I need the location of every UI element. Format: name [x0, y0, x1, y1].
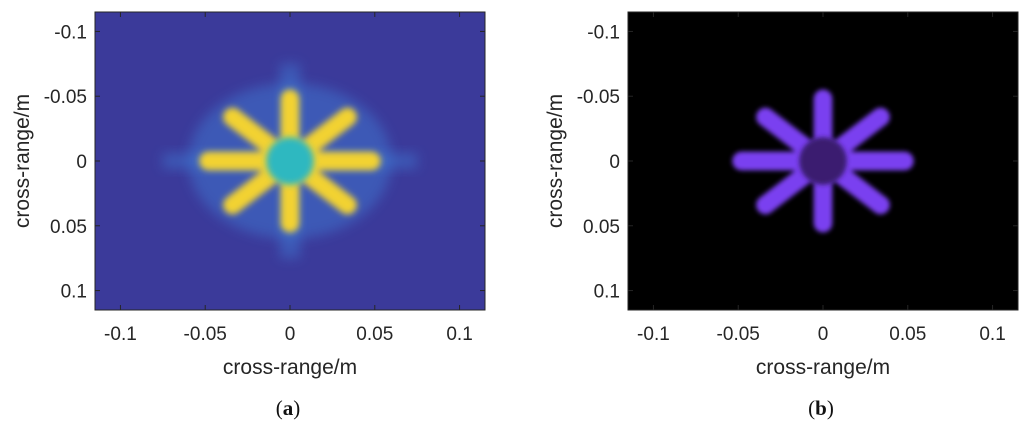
spoke-315	[295, 162, 357, 215]
y-tick-label: -0.1	[54, 22, 87, 43]
x-axis-label: cross-range/m	[223, 356, 357, 379]
spoke-45	[828, 107, 890, 160]
panel-b: -0.1 -0.05 0 0.05 0.1 -0.1 -0.05 0 0.05 0.1 cross-…	[544, 11, 1019, 420]
heatmap-image	[732, 89, 914, 233]
x-tick-label: 0	[818, 324, 829, 345]
y-tick-label: 0.1	[594, 282, 620, 303]
y-tick-label: -0.05	[44, 87, 87, 108]
spoke-135	[756, 107, 818, 160]
spoke-135	[223, 107, 285, 160]
x-tick-label: -0.05	[184, 324, 227, 345]
x-tick-label: -0.05	[717, 324, 760, 345]
y-axis-label: cross-range/m	[11, 94, 34, 228]
y-tick-label: 0	[609, 152, 620, 173]
y-tick-label: 0.05	[583, 217, 620, 238]
y-tick-label: 0.05	[50, 217, 87, 238]
spoke-315	[828, 162, 890, 215]
panel-caption: (b)	[808, 396, 834, 420]
spoke-225	[223, 162, 285, 215]
star-center	[799, 137, 847, 185]
panel-caption: (a)	[276, 396, 301, 420]
y-axis-label: cross-range/m	[544, 94, 567, 228]
x-axis-label: cross-range/m	[756, 356, 890, 379]
x-tick-label: 0	[285, 324, 296, 345]
star-center	[266, 137, 314, 185]
x-tick-label: 0.1	[979, 324, 1005, 345]
y-tick-label: -0.05	[577, 87, 620, 108]
x-tick-label: -0.1	[637, 324, 670, 345]
x-tick-label: -0.1	[104, 324, 137, 345]
spoke-45	[295, 107, 357, 160]
y-tick-label: -0.1	[587, 22, 620, 43]
spoke-225	[756, 162, 818, 215]
x-tick-label: 0.05	[356, 324, 393, 345]
y-tick-label: 0	[76, 152, 87, 173]
y-tick-label: 0.1	[61, 282, 87, 303]
x-tick-label: 0.1	[446, 324, 472, 345]
heatmap-image	[162, 63, 418, 259]
panel-a: -0.1 -0.05 0 0.05 0.1 -0.1 -0.05 0 0.05 0.1 cross-…	[11, 11, 486, 420]
x-tick-label: 0.05	[889, 324, 926, 345]
